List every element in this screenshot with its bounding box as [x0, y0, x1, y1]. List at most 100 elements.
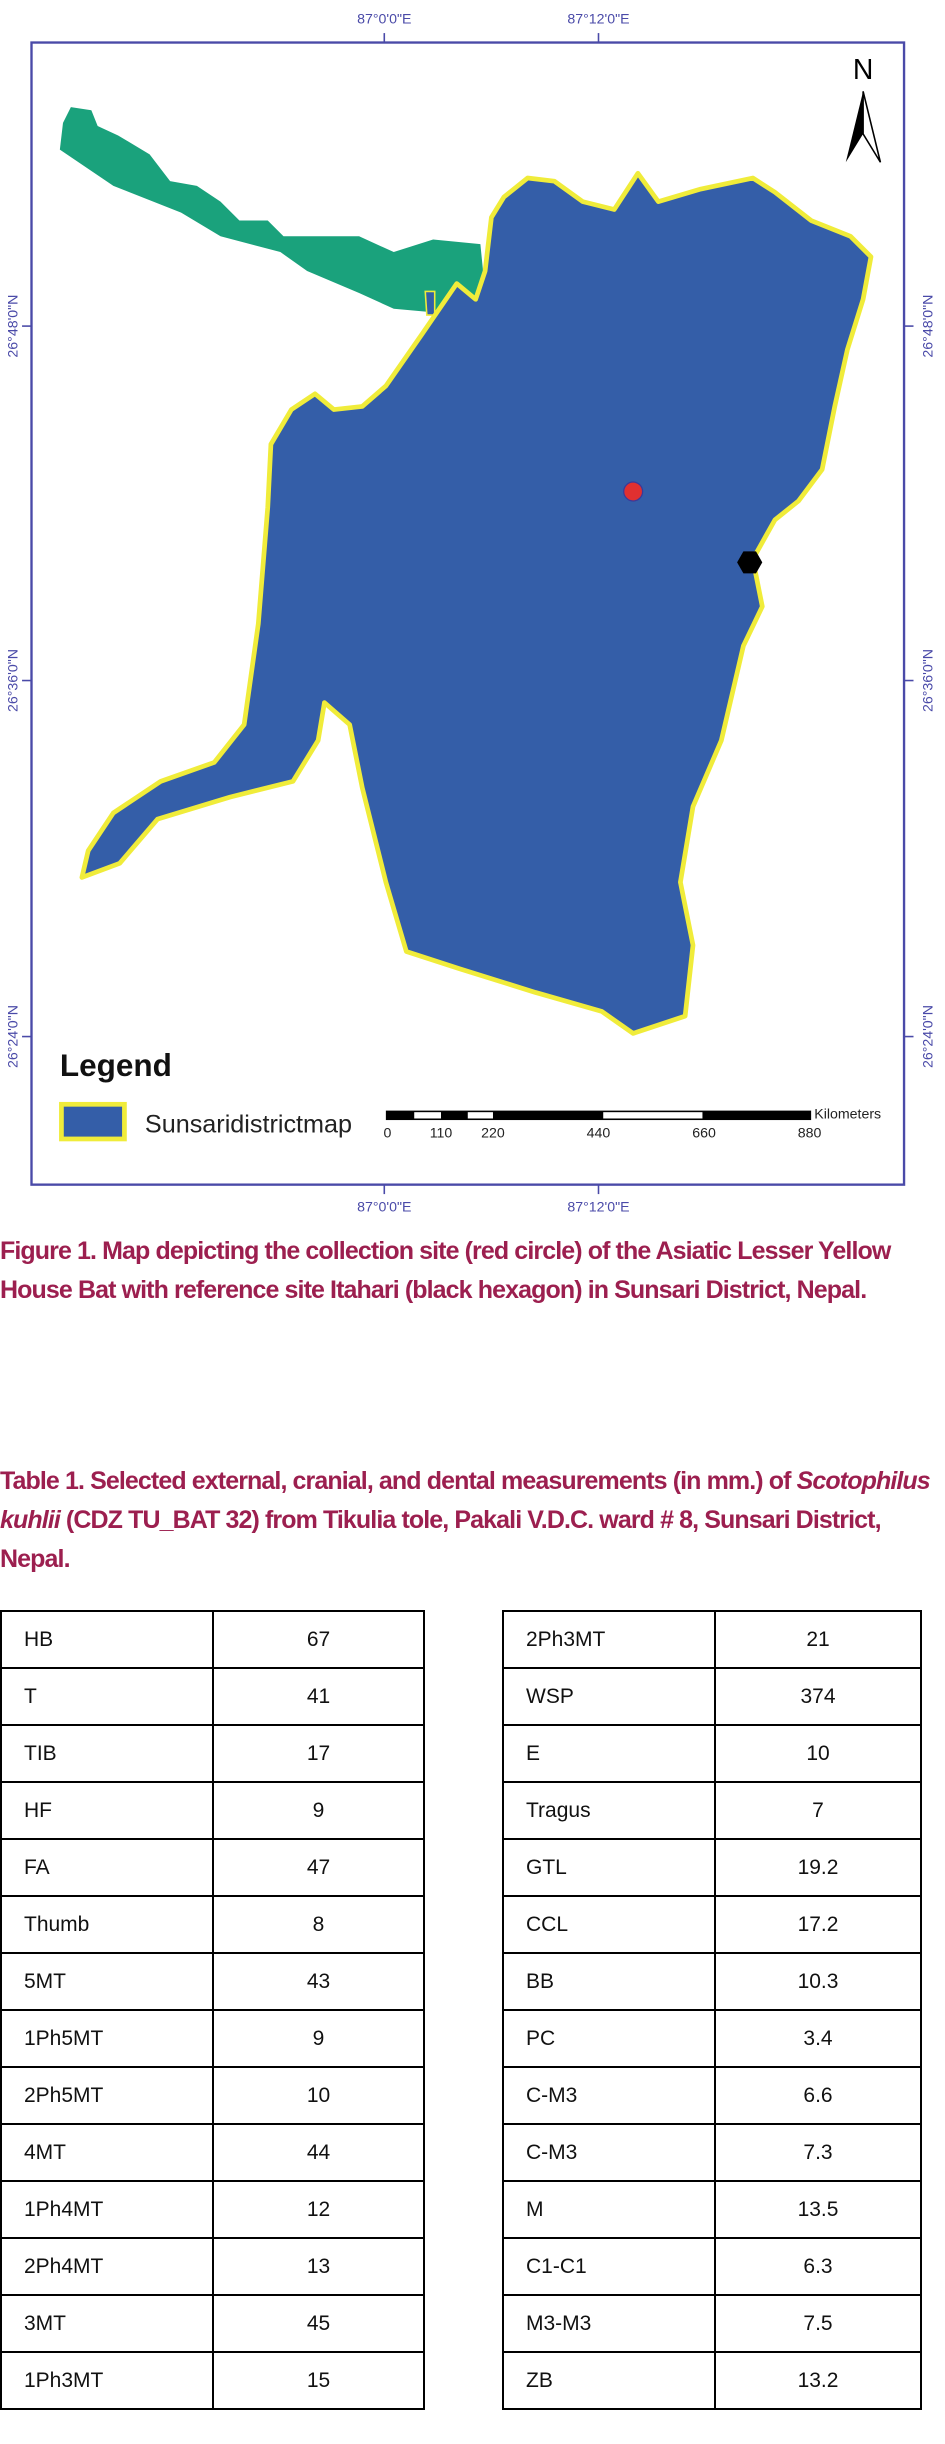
measurement-value: 8 — [212, 1895, 425, 1954]
bottom-lon-label: 87°12'0"E — [567, 1199, 629, 1213]
measurement-name: E — [502, 1724, 716, 1783]
table-row: Tragus 7 — [502, 1781, 922, 1840]
table-row: Thumb 8 — [0, 1895, 425, 1954]
table-row: C1-C1 6.3 — [502, 2237, 922, 2296]
table-row: TIB 17 — [0, 1724, 425, 1783]
measurement-value: 6.3 — [714, 2237, 922, 2296]
measurement-value: 45 — [212, 2294, 425, 2353]
scale-tick-label: 880 — [798, 1125, 822, 1141]
sunsari-district-shape — [79, 170, 874, 1036]
table-row: M3-M3 7.5 — [502, 2294, 922, 2353]
measurement-value: 15 — [212, 2351, 425, 2410]
table-row: 2Ph5MT 10 — [0, 2066, 425, 2125]
sunsari-location-inset — [424, 290, 436, 316]
right-lat-label: 26°24'0"N — [920, 1005, 936, 1068]
table-row: T 41 — [0, 1667, 425, 1726]
measurement-name: 1Ph5MT — [0, 2009, 214, 2068]
table-row: 1Ph5MT 9 — [0, 2009, 425, 2068]
scale-bar — [385, 1110, 812, 1121]
legend-item-label: Sunsaridistrictmap — [145, 1111, 352, 1139]
measurement-value: 13 — [212, 2237, 425, 2296]
measurement-value: 41 — [212, 1667, 425, 1726]
nepal-country-shape — [59, 107, 486, 322]
measurement-value: 374 — [714, 1667, 922, 1726]
measurement-name: M3-M3 — [502, 2294, 716, 2353]
measurement-value: 21 — [714, 1610, 922, 1669]
scale-tick-label: 440 — [587, 1125, 611, 1141]
measurement-name: M — [502, 2180, 716, 2239]
measurement-name: 1Ph4MT — [0, 2180, 214, 2239]
measurement-name: 3MT — [0, 2294, 214, 2353]
measurement-value: 7.3 — [714, 2123, 922, 2182]
measurement-name: CCL — [502, 1895, 716, 1954]
table-row: 5MT 43 — [0, 1952, 425, 2011]
figure-caption: Figure 1. Map depicting the collection s… — [0, 1237, 891, 1304]
table-row: E 10 — [502, 1724, 922, 1783]
species-name: Scotophilus kuhlii — [0, 1467, 931, 1534]
table-caption: Table 1. Selected external, cranial, and… — [0, 1462, 945, 1579]
table-row: 1Ph4MT 12 — [0, 2180, 425, 2239]
table-caption-text: (CDZ TU_BAT 32) from Tikulia tole, Pakal… — [0, 1506, 882, 1573]
table-row: HB 67 — [0, 1610, 425, 1669]
measurement-value: 6.6 — [714, 2066, 922, 2125]
table-row: C-M3 6.6 — [502, 2066, 922, 2125]
measurement-name: 2Ph4MT — [0, 2237, 214, 2296]
table-caption-text: Table 1. Selected external, cranial, and… — [0, 1467, 797, 1495]
measurement-name: WSP — [502, 1667, 716, 1726]
measurement-name: 2Ph5MT — [0, 2066, 214, 2125]
north-label: N — [853, 54, 873, 86]
collection-site-marker — [623, 481, 644, 502]
measurement-value: 10.3 — [714, 1952, 922, 2011]
measurement-value: 12 — [212, 2180, 425, 2239]
measurements-table-right: 2Ph3MT 21 WSP 374 E 10 Tragus 7 GTL 19.2 CCL 17.2 BB… — [502, 1610, 922, 2410]
right-lat-label: 26°48'0"N — [920, 295, 936, 358]
measurement-name: ZB — [502, 2351, 716, 2410]
measurement-name: C-M3 — [502, 2066, 716, 2125]
measurement-value: 17.2 — [714, 1895, 922, 1954]
table-row: 4MT 44 — [0, 2123, 425, 2182]
scale-tick-label: 220 — [481, 1125, 505, 1141]
measurement-name: T — [0, 1667, 214, 1726]
measurement-name: FA — [0, 1838, 214, 1897]
measurement-name: Tragus — [502, 1781, 716, 1840]
scale-unit: Kilometers — [814, 1106, 881, 1122]
measurement-value: 17 — [212, 1724, 425, 1783]
measurement-value: 43 — [212, 1952, 425, 2011]
map-figure: 87°0'0"E 87°12'0"E 87°0'0"E 87°12'0"E 26… — [5, 12, 936, 1213]
measurements-table-left: HB 67 T 41 TIB 17 HF 9 FA 47 Thumb 8 5MT 43 1Ph5MT 9 2Ph… — [0, 1610, 425, 2410]
top-lon-label: 87°0'0"E — [357, 12, 411, 28]
table-row: WSP 374 — [502, 1667, 922, 1726]
measurement-value: 10 — [714, 1724, 922, 1783]
map-frame — [30, 41, 906, 1186]
left-lat-label: 26°36'0"N — [5, 649, 21, 712]
left-lat-label: 26°24'0"N — [5, 1005, 21, 1068]
measurement-name: 4MT — [0, 2123, 214, 2182]
measurement-name: Thumb — [0, 1895, 214, 1954]
measurement-value: 9 — [212, 2009, 425, 2068]
measurement-name: 5MT — [0, 1952, 214, 2011]
bottom-lon-label: 87°0'0"E — [357, 1199, 411, 1213]
table-row: C-M3 7.3 — [502, 2123, 922, 2182]
reference-site-itahari-marker — [737, 551, 763, 574]
scale-tick-label: 0 — [384, 1125, 392, 1141]
measurement-name: HF — [0, 1781, 214, 1840]
table-row: 3MT 45 — [0, 2294, 425, 2353]
measurement-name: C-M3 — [502, 2123, 716, 2182]
legend-title: Legend — [60, 1047, 172, 1083]
measurement-value: 10 — [212, 2066, 425, 2125]
measurement-name: 2Ph3MT — [502, 1610, 716, 1669]
measurement-name: PC — [502, 2009, 716, 2068]
table-row: M 13.5 — [502, 2180, 922, 2239]
scale-tick-label: 660 — [692, 1125, 716, 1141]
map-ticks — [22, 33, 914, 1195]
table-row: 2Ph3MT 21 — [502, 1610, 922, 1669]
table-row: PC 3.4 — [502, 2009, 922, 2068]
measurement-name: C1-C1 — [502, 2237, 716, 2296]
table-row: HF 9 — [0, 1781, 425, 1840]
measurement-value: 13.5 — [714, 2180, 922, 2239]
top-lon-label: 87°12'0"E — [567, 12, 629, 28]
north-arrow: N — [845, 54, 882, 163]
measurement-name: GTL — [502, 1838, 716, 1897]
right-lat-label: 26°36'0"N — [920, 649, 936, 712]
table-row: 1Ph3MT 15 — [0, 2351, 425, 2410]
